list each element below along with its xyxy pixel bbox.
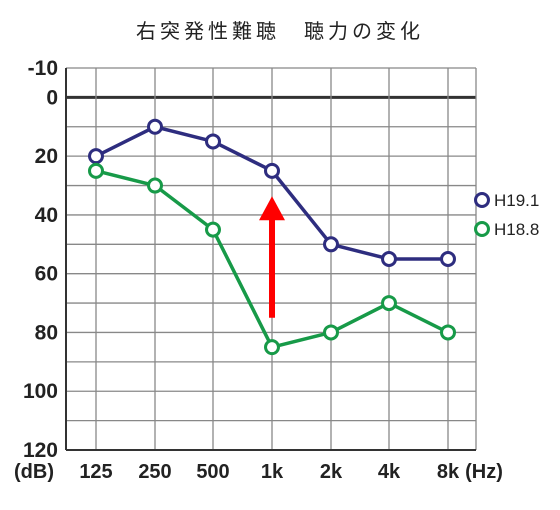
y-tick-label: 60 [35, 263, 58, 286]
data-point [264, 162, 280, 179]
arrow-head [259, 196, 285, 221]
legend: H19.1 H18.8 [474, 191, 539, 239]
y-axis-ticks: -10 0 20 40 60 80 100 120(dB) [14, 57, 58, 483]
data-point [88, 162, 104, 179]
data-point [440, 251, 456, 267]
data-point [205, 133, 221, 150]
annotation-layer [259, 196, 285, 318]
data-point [323, 236, 339, 253]
legend-marker [474, 192, 490, 208]
legend-label: H19.1 [494, 191, 539, 210]
data-point [147, 177, 163, 194]
y-axis-unit-label: (dB) [14, 461, 54, 483]
x-axis-unit-label: (Hz) [465, 461, 503, 483]
x-tick-label: 500 [196, 461, 229, 483]
y-tick-label: 80 [35, 321, 58, 344]
data-point [440, 324, 456, 341]
x-tick-label: 250 [138, 461, 171, 483]
grid [65, 67, 477, 451]
y-tick-label: 20 [35, 145, 58, 168]
y-tick-label: -10 [28, 57, 58, 80]
data-point [147, 118, 163, 135]
chart-title: 右突発性難聴 聴力の変化 [136, 19, 424, 43]
legend-label: H18.8 [494, 220, 539, 239]
data-point [381, 295, 397, 312]
y-tick-label: 40 [35, 204, 58, 227]
data-point [88, 148, 104, 165]
x-tick-label: 1k [261, 461, 284, 483]
legend-marker [474, 221, 490, 237]
data-point [323, 324, 339, 341]
series-1 [88, 162, 456, 356]
x-tick-label: 125 [79, 461, 112, 483]
x-axis-ticks: 125 250 500 1k 2k 4k 8k (Hz) [79, 461, 503, 483]
x-tick-label: 8k [437, 461, 460, 483]
x-tick-label: 4k [378, 461, 401, 483]
data-point [205, 221, 221, 238]
series-0 [88, 118, 456, 267]
y-tick-label: 100 [23, 380, 58, 403]
data-point [381, 251, 397, 267]
x-tick-label: 2k [320, 461, 343, 483]
y-tick-label: 0 [46, 86, 58, 109]
y-tick-label: 120 [23, 439, 58, 462]
data-point [264, 339, 280, 356]
series-layer [88, 118, 456, 356]
